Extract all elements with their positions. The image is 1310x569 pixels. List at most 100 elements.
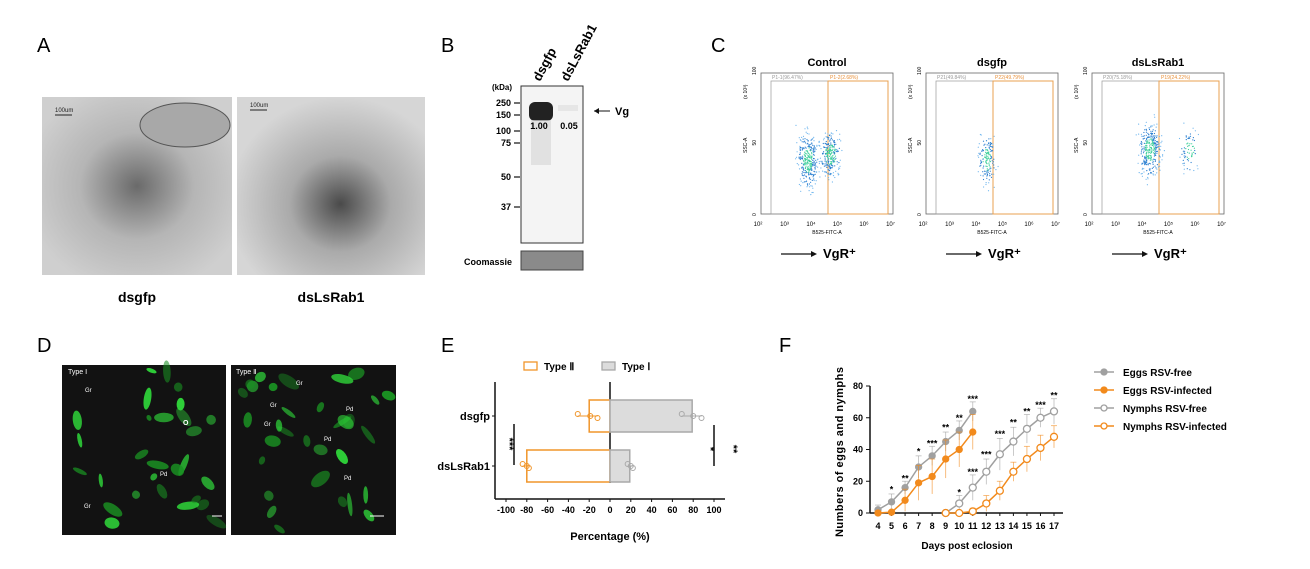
vgr-arrow-head xyxy=(1142,251,1148,257)
event-dot xyxy=(1145,154,1147,156)
y-axis-unit: (x 10³) xyxy=(743,84,749,99)
event-dot xyxy=(804,163,807,165)
event-dot xyxy=(988,159,991,161)
event-dot xyxy=(805,165,807,167)
event-dot xyxy=(833,161,835,163)
event-dot xyxy=(803,177,805,179)
event-dot xyxy=(831,157,833,159)
event-dot xyxy=(987,169,989,171)
event-dot xyxy=(832,157,835,159)
event-dot xyxy=(807,185,809,187)
event-dot xyxy=(1158,148,1160,150)
fluorescent-structure xyxy=(176,501,200,510)
event-dot xyxy=(1161,140,1163,142)
event-dot xyxy=(808,190,810,192)
event-dot xyxy=(803,167,805,169)
event-dot xyxy=(820,167,822,169)
x-axis-title: Days post eclosion xyxy=(921,541,1012,552)
event-dot xyxy=(990,167,992,169)
x-tick-label: 5 xyxy=(889,521,894,531)
event-dot xyxy=(1196,165,1198,167)
data-point xyxy=(995,450,1004,459)
event-dot xyxy=(836,161,838,163)
event-dot xyxy=(1192,127,1194,129)
event-dot xyxy=(1152,173,1154,175)
event-dot xyxy=(1150,171,1152,174)
event-dot xyxy=(1147,158,1149,160)
bar-type-ⅰ xyxy=(609,399,693,433)
gate-right-label: P1-2(2.68%) xyxy=(830,75,858,81)
event-dot xyxy=(1145,148,1147,150)
event-dot xyxy=(801,141,803,143)
event-dot xyxy=(1185,135,1187,137)
event-dot xyxy=(1142,148,1144,150)
event-dot xyxy=(811,138,813,140)
event-dot xyxy=(830,143,832,145)
event-dot xyxy=(807,152,810,154)
event-dot xyxy=(984,156,986,158)
event-dot xyxy=(1154,146,1157,148)
event-dot xyxy=(1146,156,1148,158)
event-dot xyxy=(987,190,990,192)
event-dot xyxy=(807,128,809,130)
event-dot xyxy=(1189,135,1192,137)
event-dot xyxy=(1148,139,1150,141)
event-dot xyxy=(1135,134,1137,136)
panel-label-d: D xyxy=(37,335,51,357)
event-dot xyxy=(980,161,982,163)
event-dot xyxy=(1155,148,1157,151)
scale-bar-label: 100um xyxy=(55,108,73,114)
event-dot xyxy=(1147,152,1149,154)
event-dot xyxy=(1149,169,1151,171)
event-dot xyxy=(827,138,829,140)
event-dot xyxy=(820,148,822,150)
event-dot xyxy=(1153,146,1155,148)
event-dot xyxy=(979,152,981,154)
marker-label: 150 xyxy=(496,110,511,120)
event-dot xyxy=(839,165,841,167)
event-dot xyxy=(811,148,813,150)
event-dot xyxy=(803,153,805,155)
event-dot xyxy=(833,146,835,148)
event-dot xyxy=(1156,135,1158,137)
x-tick-label: -20 xyxy=(583,505,596,515)
fluorescent-structure xyxy=(146,460,169,470)
legend-label: Nymphs RSV-free xyxy=(1123,404,1207,415)
event-dot xyxy=(989,143,992,145)
fluorescent-structure xyxy=(176,397,185,411)
event-dot xyxy=(1161,135,1163,137)
data-point xyxy=(968,483,977,492)
event-dot xyxy=(1140,133,1142,135)
event-dot xyxy=(995,169,997,171)
event-dot xyxy=(828,160,830,162)
event-dot xyxy=(986,172,988,174)
event-dot xyxy=(812,153,815,155)
event-dot xyxy=(1156,152,1158,154)
event-dot xyxy=(1152,142,1154,144)
event-dot xyxy=(807,160,810,162)
event-dot xyxy=(795,124,797,126)
panel-d: D Type Ⅰ Type Ⅱ Gr O Pd Gr Gr Gr Gr Pd P… xyxy=(37,335,396,535)
event-dot xyxy=(803,181,806,183)
event-dot xyxy=(1189,169,1191,171)
event-dot xyxy=(989,142,991,144)
data-point xyxy=(874,509,882,517)
event-dot xyxy=(799,149,801,152)
event-dot xyxy=(831,163,833,165)
event-dot xyxy=(806,169,808,171)
event-dot xyxy=(991,173,993,175)
event-dot xyxy=(807,154,809,156)
event-dot xyxy=(1182,159,1184,161)
data-point xyxy=(1036,413,1045,422)
event-dot xyxy=(826,163,828,165)
event-dot xyxy=(798,168,801,170)
significance-label: * xyxy=(957,488,961,498)
event-dot xyxy=(830,154,832,156)
event-dot xyxy=(993,164,995,166)
event-dot xyxy=(1143,160,1145,163)
x-tick-label: 10⁵ xyxy=(833,221,843,228)
significance-label: *** xyxy=(968,467,979,477)
event-dot xyxy=(803,169,805,171)
event-dot xyxy=(1146,140,1148,142)
event-dot xyxy=(827,154,829,157)
